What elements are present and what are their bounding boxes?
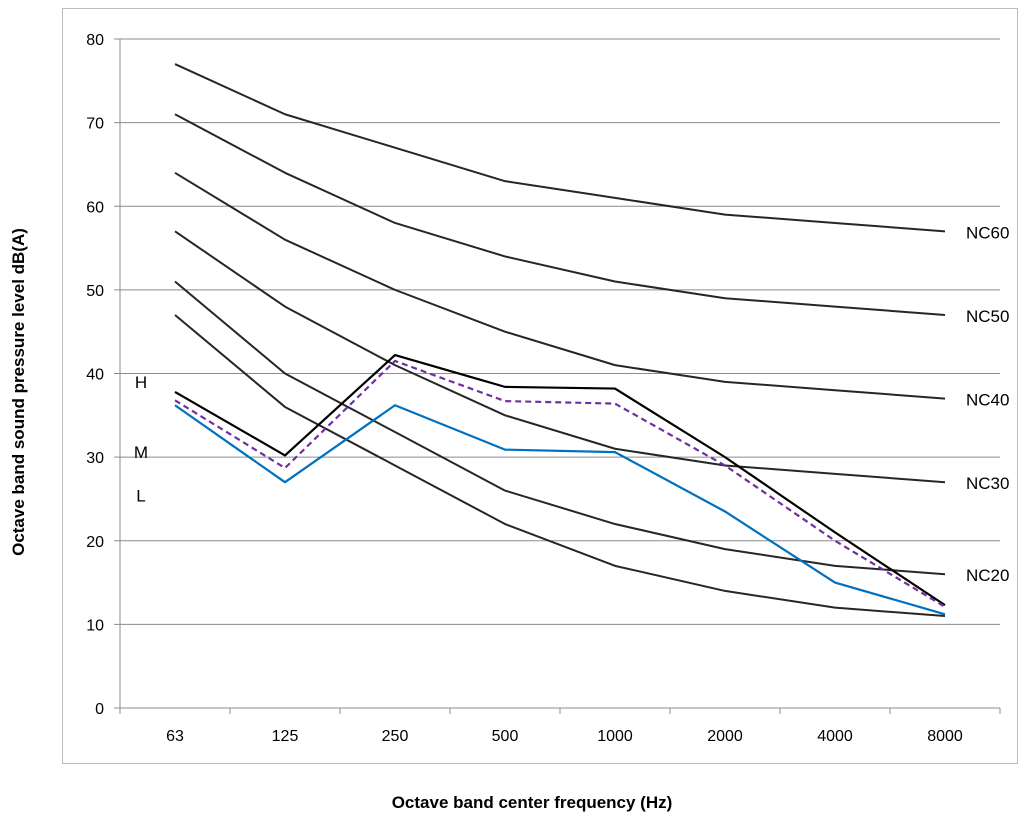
series-labels: NC60 NC50 NC40 NC30 NC20 H M L (134, 223, 1010, 585)
series-label: NC60 (966, 223, 1009, 242)
y-tick-label: 80 (86, 32, 104, 49)
y-tick-label: 60 (86, 199, 104, 216)
gridlines (120, 38, 1000, 625)
y-tick-label: 0 (95, 701, 104, 718)
chart-frame (62, 8, 1018, 764)
axes: 0 10 20 30 40 50 60 70 80 63 125 250 500 1000 2000 4000… (86, 32, 1001, 745)
y-tick-label: 70 (86, 116, 104, 133)
series-label: M (134, 443, 148, 462)
x-tick-label: 125 (272, 728, 299, 745)
y-tick-label: 40 (86, 367, 104, 384)
series-line (174, 404, 946, 616)
series-label: L (136, 487, 145, 506)
series-label: H (135, 373, 147, 392)
series-line (174, 171, 946, 400)
y-axis-title: Octave band sound pressure level dB(A) (9, 228, 28, 556)
y-tick-label: 10 (86, 617, 104, 634)
series-label: NC30 (966, 474, 1009, 493)
x-tick-label: 8000 (927, 728, 963, 745)
x-tick-label: 500 (492, 728, 519, 745)
x-tick-label: 250 (382, 728, 409, 745)
y-tick-label: 20 (86, 534, 104, 551)
x-tick-label: 63 (166, 728, 184, 745)
series-line (174, 63, 946, 233)
x-tick-label: 4000 (817, 728, 853, 745)
series-label: NC40 (966, 391, 1009, 410)
x-tick-label: 2000 (707, 728, 743, 745)
x-axis-title: Octave band center frequency (Hz) (392, 793, 673, 812)
series-line (174, 354, 946, 607)
series-lines (174, 63, 946, 618)
series-label: NC50 (966, 307, 1009, 326)
series-line (174, 359, 946, 608)
x-tick-label: 1000 (597, 728, 633, 745)
series-label: NC20 (966, 566, 1009, 585)
series-line (174, 280, 946, 576)
y-tick-label: 30 (86, 450, 104, 467)
series-line (174, 113, 946, 316)
series-line (174, 314, 946, 618)
series-line (174, 230, 946, 484)
y-tick-label: 50 (86, 283, 104, 300)
